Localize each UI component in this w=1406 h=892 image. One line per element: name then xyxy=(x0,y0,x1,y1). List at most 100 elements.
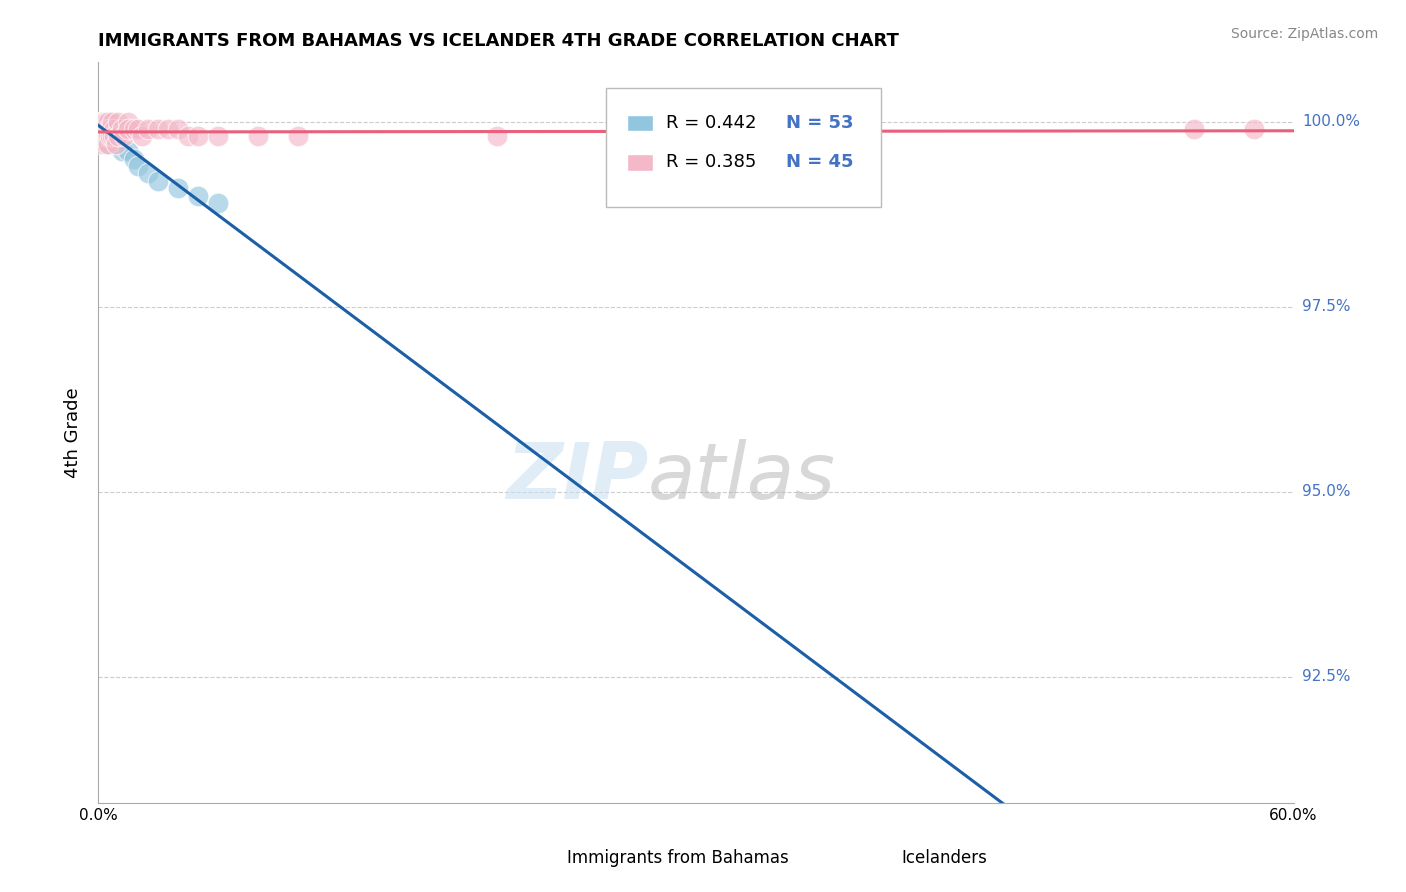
Point xyxy=(96,122,118,136)
Point xyxy=(98,114,122,128)
Point xyxy=(96,129,118,144)
Point xyxy=(127,122,149,136)
Point xyxy=(103,122,125,136)
Point xyxy=(101,114,124,128)
Point xyxy=(93,129,115,144)
Point xyxy=(91,129,114,144)
Point xyxy=(93,122,115,136)
Point xyxy=(93,122,115,136)
Point xyxy=(93,129,115,144)
Point xyxy=(287,129,309,144)
Point xyxy=(246,129,269,144)
Point xyxy=(93,114,115,128)
Point xyxy=(98,129,122,144)
Text: 92.5%: 92.5% xyxy=(1302,669,1350,684)
Point xyxy=(91,114,114,128)
Point xyxy=(136,167,159,181)
Point xyxy=(148,174,170,188)
Point xyxy=(107,114,129,128)
Point xyxy=(89,122,111,136)
Point xyxy=(96,122,118,136)
Point xyxy=(105,136,128,151)
Point xyxy=(97,114,120,128)
Text: R = 0.385: R = 0.385 xyxy=(666,153,756,171)
Point xyxy=(111,145,134,159)
FancyBboxPatch shape xyxy=(606,88,882,207)
Point xyxy=(167,181,190,195)
FancyBboxPatch shape xyxy=(627,154,652,170)
Point xyxy=(97,114,120,128)
Point xyxy=(93,136,115,151)
Text: Source: ZipAtlas.com: Source: ZipAtlas.com xyxy=(1230,27,1378,41)
Point xyxy=(97,122,120,136)
Point xyxy=(93,129,115,144)
Point xyxy=(89,122,111,136)
Point xyxy=(101,129,124,144)
Point xyxy=(485,129,508,144)
Point xyxy=(131,129,153,144)
Point xyxy=(1182,122,1205,136)
Point xyxy=(187,129,209,144)
Text: Icelanders: Icelanders xyxy=(901,848,987,867)
Point xyxy=(91,114,114,128)
Point xyxy=(97,114,120,128)
Point xyxy=(96,129,118,144)
Text: atlas: atlas xyxy=(648,439,837,515)
Point xyxy=(97,122,120,136)
Point xyxy=(1243,122,1265,136)
Point xyxy=(91,114,114,128)
Point xyxy=(93,122,115,136)
Point xyxy=(93,114,115,128)
FancyBboxPatch shape xyxy=(858,847,891,868)
Point xyxy=(101,129,124,144)
Point xyxy=(93,114,115,128)
Point xyxy=(105,129,128,144)
Point xyxy=(96,114,118,128)
Point xyxy=(91,122,114,136)
Point xyxy=(89,129,111,144)
Point xyxy=(89,129,111,144)
Point xyxy=(96,114,118,128)
Point xyxy=(97,136,120,151)
Text: N = 45: N = 45 xyxy=(786,153,853,171)
Point xyxy=(93,114,115,128)
Text: 100.0%: 100.0% xyxy=(1302,114,1360,129)
Point xyxy=(124,152,146,166)
Point xyxy=(117,145,139,159)
Text: ZIP: ZIP xyxy=(506,439,648,515)
Point xyxy=(96,122,118,136)
Point xyxy=(101,122,124,136)
Point xyxy=(97,122,120,136)
Point xyxy=(98,129,122,144)
Point xyxy=(207,129,229,144)
Point xyxy=(96,114,118,128)
Point xyxy=(96,136,118,151)
Point xyxy=(187,188,209,202)
Text: 95.0%: 95.0% xyxy=(1302,484,1350,500)
Point xyxy=(117,114,139,128)
Point xyxy=(91,114,114,128)
Point xyxy=(93,114,115,128)
Text: 97.5%: 97.5% xyxy=(1302,299,1350,314)
Point xyxy=(124,122,146,136)
Point xyxy=(97,129,120,144)
Point xyxy=(103,129,125,144)
Point xyxy=(91,122,114,136)
Point xyxy=(207,196,229,211)
Text: N = 53: N = 53 xyxy=(786,114,853,132)
Point xyxy=(107,136,129,151)
Y-axis label: 4th Grade: 4th Grade xyxy=(65,387,83,478)
Point xyxy=(157,122,180,136)
Point xyxy=(117,122,139,136)
Point xyxy=(98,122,122,136)
FancyBboxPatch shape xyxy=(523,847,557,868)
Text: Immigrants from Bahamas: Immigrants from Bahamas xyxy=(567,848,789,867)
Point xyxy=(98,122,122,136)
Point xyxy=(167,122,190,136)
Point xyxy=(148,122,170,136)
Point xyxy=(103,122,125,136)
Point xyxy=(91,114,114,128)
Point xyxy=(97,129,120,144)
Point xyxy=(89,129,111,144)
Point xyxy=(93,136,115,151)
